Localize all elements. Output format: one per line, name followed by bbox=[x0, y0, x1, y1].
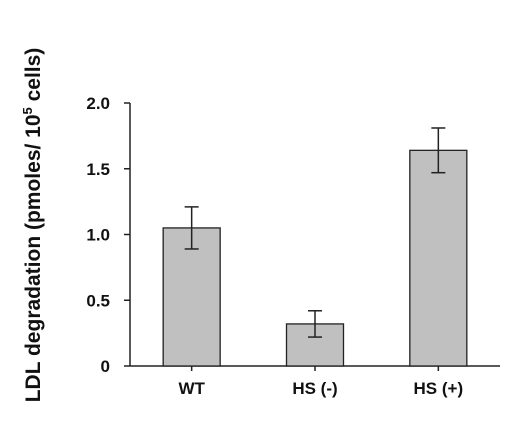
y-ticks: 0 0.5 1.0 1.5 2.0 bbox=[86, 94, 130, 376]
x-tick-label: WT bbox=[178, 379, 205, 398]
x-tick-label: HS (+) bbox=[414, 379, 464, 398]
y-tick-label: 0 bbox=[101, 357, 110, 376]
y-axis-label-text: LDL degradation (pmoles/ 10 bbox=[22, 114, 45, 402]
bar-3 bbox=[409, 149, 468, 367]
y-tick-label: 1.5 bbox=[86, 160, 110, 179]
y-tick-label: 2.0 bbox=[86, 94, 110, 113]
y-axis-label: LDL degradation (pmoles/ 105 cells) bbox=[20, 48, 45, 403]
y-tick-label: 1.0 bbox=[86, 226, 110, 245]
y-axis-label-exponent: 5 bbox=[20, 107, 35, 114]
y-tick-label: 0.5 bbox=[86, 291, 110, 310]
x-tick-labels: WT HS (-) HS (+) bbox=[178, 366, 463, 398]
svg-text:LDL degradation (pmoles/ 105 c: LDL degradation (pmoles/ 105 cells) bbox=[20, 48, 45, 403]
error-bars bbox=[184, 127, 446, 338]
y-axis-label-suffix: cells) bbox=[22, 48, 45, 108]
x-tick-label: HS (-) bbox=[292, 379, 337, 398]
